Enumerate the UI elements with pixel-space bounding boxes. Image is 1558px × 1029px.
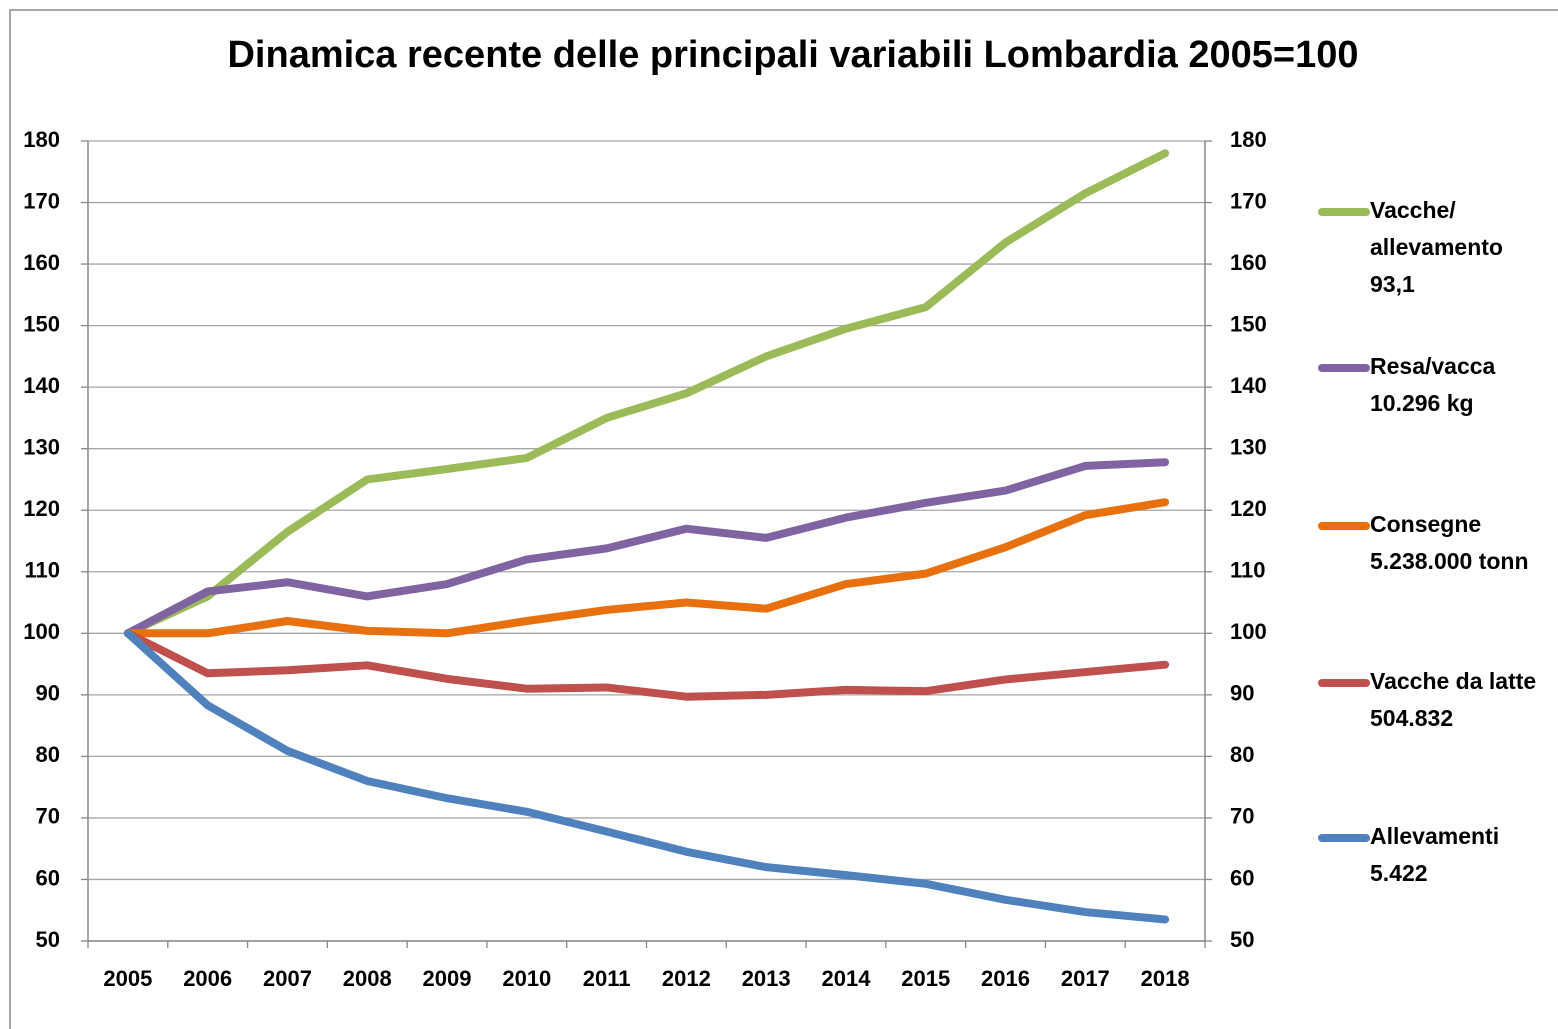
y2-tick-label: 120 <box>1230 496 1267 521</box>
x-tick-label: 2009 <box>423 966 472 991</box>
y2-tick-label: 70 <box>1230 804 1254 829</box>
legend-line: 5.422 <box>1370 860 1428 886</box>
y-tick-label: 110 <box>25 558 61 583</box>
y-tick-label: 60 <box>36 865 60 890</box>
series-line <box>123 149 1170 638</box>
y-tick-label: 170 <box>23 188 60 213</box>
series-line <box>123 498 1170 638</box>
x-tick-label: 2018 <box>1141 966 1190 991</box>
y2-tick-label: 50 <box>1230 927 1254 952</box>
legend-label: Resa/vacca 10.296 kg <box>1370 353 1496 416</box>
series-line <box>123 458 1170 638</box>
chart-title: Dinamica recente delle principali variab… <box>227 34 1358 76</box>
y-tick-label: 180 <box>23 127 60 152</box>
y-tick-label: 150 <box>23 311 60 336</box>
x-tick-label: 2006 <box>183 966 232 991</box>
series-line <box>123 629 1170 924</box>
y-tick-label: 50 <box>36 927 60 952</box>
chart-frame <box>9 9 1558 1029</box>
legend-label: Consegne 5.238.000 tonn <box>1370 511 1529 574</box>
legend-line: Vacche/ <box>1370 197 1456 223</box>
legend-line: Allevamenti <box>1370 823 1499 849</box>
legend-line: Vacche da latte <box>1370 668 1536 694</box>
y2-tick-label: 150 <box>1230 311 1267 336</box>
legend-line: 5.238.000 tonn <box>1370 548 1529 574</box>
legend-line: 504.832 <box>1370 705 1453 731</box>
y-tick-label: 100 <box>23 619 60 644</box>
x-tick-label: 2014 <box>821 966 871 991</box>
legend-line: Consegne <box>1370 511 1481 537</box>
y2-tick-label: 180 <box>1230 127 1267 152</box>
y2-tick-label: 160 <box>1230 250 1267 275</box>
legend-line: allevamento <box>1370 234 1503 260</box>
y2-tick-label: 60 <box>1230 865 1254 890</box>
legend-line: 10.296 kg <box>1370 390 1474 416</box>
legend-line: 93,1 <box>1370 271 1415 297</box>
x-tick-label: 2013 <box>742 966 791 991</box>
x-tick-label: 2008 <box>343 966 392 991</box>
y-tick-label: 90 <box>36 681 60 706</box>
x-tick-label: 2015 <box>901 966 950 991</box>
y-tick-label: 70 <box>36 804 60 829</box>
y-tick-label: 120 <box>23 496 60 521</box>
legend-label: Vacche da latte 504.832 <box>1370 668 1536 731</box>
x-tick-label: 2012 <box>662 966 711 991</box>
y-tick-label: 130 <box>23 435 60 460</box>
y2-tick-label: 130 <box>1230 435 1267 460</box>
y-tick-label: 140 <box>23 373 60 398</box>
x-tick-label: 2007 <box>263 966 312 991</box>
y-tick-label: 160 <box>23 250 60 275</box>
series-line <box>123 629 1170 701</box>
legend-label: Vacche/allevamento 93,1 <box>1370 197 1503 297</box>
legend-line: Resa/vacca <box>1370 353 1496 379</box>
x-tick-label: 2016 <box>981 966 1030 991</box>
legend-label: Allevamenti 5.422 <box>1370 823 1499 886</box>
y2-tick-label: 110 <box>1230 558 1266 583</box>
x-tick-label: 2011 <box>583 966 631 991</box>
x-tick-label: 2005 <box>103 966 152 991</box>
x-tick-label: 2017 <box>1061 966 1110 991</box>
y2-tick-label: 90 <box>1230 681 1254 706</box>
y2-tick-label: 100 <box>1230 619 1267 644</box>
y2-tick-label: 170 <box>1230 188 1267 213</box>
y2-tick-label: 140 <box>1230 373 1267 398</box>
y-tick-label: 80 <box>36 742 60 767</box>
y2-tick-label: 80 <box>1230 742 1254 767</box>
x-tick-label: 2010 <box>502 966 551 991</box>
